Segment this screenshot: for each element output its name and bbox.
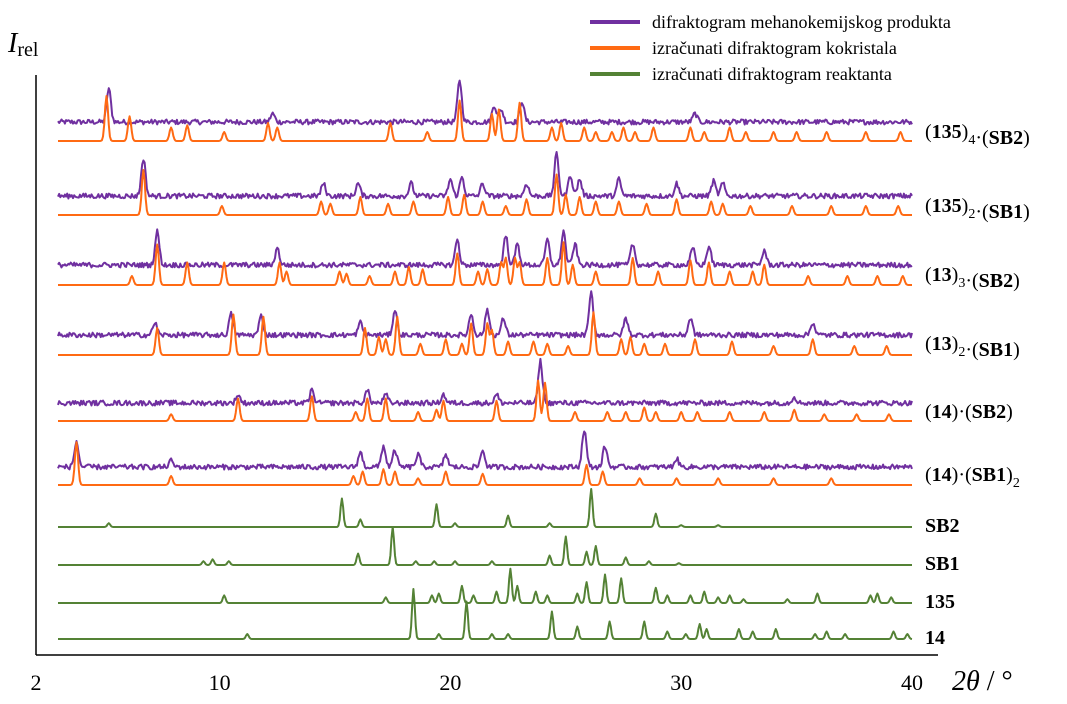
sample-label-part: 2 — [968, 207, 975, 222]
sample-label-part: ·( — [975, 127, 989, 149]
series-group — [57, 79, 913, 640]
legend-label-1: difraktogram mehanokemijskog produkta — [652, 12, 951, 32]
sample-label-part: 4 — [968, 133, 975, 148]
experimental-pattern-6 — [57, 430, 913, 471]
sample-label-part: ) — [952, 264, 959, 286]
sample-label-part: ( — [925, 401, 932, 423]
sample-label-1: (135)4·(SB2) — [925, 121, 1030, 149]
sample-label-part: 2 — [1013, 476, 1020, 491]
reactant-pattern-SB1 — [58, 526, 912, 566]
calculated-cocrystal-pattern-1 — [58, 95, 912, 142]
reactant-label-SB1: SB1 — [925, 553, 959, 575]
sample-label-part: ) — [952, 401, 959, 423]
sample-label-part: 2 — [958, 345, 965, 360]
sample-label-4: (13)2·(SB1) — [925, 333, 1020, 361]
sample-label-part: ) — [1023, 127, 1030, 149]
reactant-label-135: 135 — [925, 591, 955, 613]
calculated-cocrystal-pattern-6 — [58, 441, 912, 486]
sample-label-part: ·( — [965, 339, 979, 361]
x-axis-title-main: 2θ — [952, 666, 980, 697]
sample-label-part: 135 — [932, 195, 962, 217]
sample-label-part: ) — [1013, 339, 1020, 361]
sample-label-part: SB1 — [979, 339, 1013, 361]
sample-label-part: ( — [925, 333, 932, 355]
reactant-pattern-14 — [58, 588, 913, 640]
x-axis-title-unit: / ° — [980, 666, 1013, 697]
sample-label-part: SB2 — [972, 401, 1006, 423]
sample-label-part: ( — [925, 464, 932, 486]
calculated-cocrystal-pattern-2 — [58, 169, 912, 216]
sample-label-part: ·( — [958, 401, 972, 423]
reactant-pattern-135 — [58, 567, 912, 604]
reactant-label-SB2: SB2 — [925, 515, 959, 537]
x-tick-label-20: 20 — [439, 670, 461, 695]
series-labels: (135)4·(SB2)(135)2·(SB1)(13)3·(SB2)(13)2… — [925, 121, 1030, 649]
sample-label-part: ) — [952, 464, 959, 486]
sample-label-part: ) — [1013, 270, 1020, 292]
sample-label-part: 14 — [932, 464, 952, 486]
x-tick-label-40: 40 — [901, 670, 923, 695]
y-axis-title-sub: rel — [17, 39, 39, 61]
sample-label-5: (14)·(SB2) — [925, 401, 1013, 423]
reactant-label-14: 14 — [925, 627, 945, 649]
sample-label-part: ( — [925, 264, 932, 286]
legend-label-2: izračunati difraktogram kokristala — [652, 38, 897, 58]
x-tick-label-10: 10 — [209, 670, 231, 695]
sample-label-part: 13 — [932, 264, 952, 286]
sample-label-part: 135 — [932, 121, 962, 143]
x-tick-label-30: 30 — [670, 670, 692, 695]
sample-label-part: SB1 — [972, 464, 1006, 486]
experimental-pattern-5 — [57, 357, 913, 407]
sample-label-part: ) — [1023, 201, 1030, 223]
sample-label-part: ( — [925, 195, 932, 217]
experimental-pattern-4 — [57, 290, 913, 339]
calculated-cocrystal-pattern-4 — [58, 311, 912, 356]
experimental-pattern-1 — [57, 79, 913, 126]
calculated-cocrystal-pattern-3 — [58, 241, 912, 286]
sample-label-part: ( — [925, 121, 932, 143]
sample-label-6: (14)·(SB1)2 — [925, 464, 1020, 491]
sample-label-part: ) — [1006, 401, 1013, 423]
sample-label-part: ) — [962, 195, 969, 217]
sample-label-part: SB2 — [989, 127, 1023, 149]
y-axis-title: Irel — [7, 28, 39, 61]
sample-label-part: ·( — [958, 464, 972, 486]
sample-label-part: ) — [962, 121, 969, 143]
sample-label-part: ·( — [975, 201, 989, 223]
legend-label-3: izračunati difraktogram reaktanta — [652, 64, 892, 84]
sample-label-part: SB1 — [989, 201, 1023, 223]
experimental-pattern-3 — [57, 228, 913, 269]
sample-label-part: 13 — [932, 333, 952, 355]
sample-label-part: 14 — [932, 401, 952, 423]
calculated-cocrystal-pattern-5 — [58, 379, 912, 422]
sample-label-part: SB2 — [979, 270, 1013, 292]
reactant-pattern-SB2 — [58, 488, 912, 528]
legend: difraktogram mehanokemijskog produkta izr… — [590, 12, 951, 84]
x-tick-labels: 2 10 20 30 40 — [31, 670, 924, 695]
sample-label-part: ) — [1006, 464, 1013, 486]
y-axis-title-main: I — [7, 28, 19, 59]
sample-label-part: 3 — [958, 276, 965, 291]
experimental-pattern-2 — [57, 151, 913, 200]
x-axis-title: 2θ / ° — [952, 666, 1013, 697]
sample-label-part: ·( — [965, 270, 979, 292]
sample-label-3: (13)3·(SB2) — [925, 264, 1020, 292]
x-tick-label-2: 2 — [31, 670, 42, 695]
sample-label-2: (135)2·(SB1) — [925, 195, 1030, 223]
sample-label-part: ) — [952, 333, 959, 355]
